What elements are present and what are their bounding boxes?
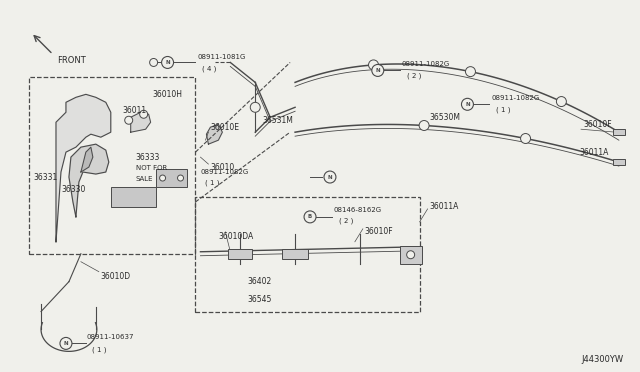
Text: N: N bbox=[376, 68, 380, 73]
Text: 08911-1081G: 08911-1081G bbox=[198, 54, 246, 61]
Bar bbox=[156, 169, 188, 187]
Circle shape bbox=[304, 211, 316, 223]
Text: 36331: 36331 bbox=[33, 173, 58, 182]
Text: B: B bbox=[308, 214, 312, 219]
Circle shape bbox=[324, 171, 336, 183]
Polygon shape bbox=[81, 147, 93, 172]
Text: 36010D: 36010D bbox=[101, 272, 131, 281]
Circle shape bbox=[369, 60, 378, 70]
Text: N: N bbox=[328, 174, 332, 180]
Text: N: N bbox=[465, 102, 470, 107]
Text: 36011: 36011 bbox=[123, 106, 147, 115]
Polygon shape bbox=[69, 144, 109, 217]
Polygon shape bbox=[207, 124, 222, 144]
Text: 36531M: 36531M bbox=[262, 116, 293, 125]
Text: 36545: 36545 bbox=[247, 295, 271, 304]
Circle shape bbox=[372, 64, 384, 76]
Text: 36333: 36333 bbox=[136, 153, 160, 161]
Text: 36011A: 36011A bbox=[429, 202, 459, 211]
Polygon shape bbox=[56, 94, 111, 242]
Bar bbox=[29, 77, 195, 254]
Bar bbox=[195, 197, 420, 311]
Circle shape bbox=[125, 116, 132, 124]
Circle shape bbox=[60, 337, 72, 349]
Text: 36011A: 36011A bbox=[579, 148, 609, 157]
Circle shape bbox=[520, 134, 531, 144]
Bar bbox=[613, 129, 625, 135]
Text: ( 1 ): ( 1 ) bbox=[205, 180, 220, 186]
Text: ( 4 ): ( 4 ) bbox=[202, 65, 217, 72]
Text: 36010E: 36010E bbox=[211, 123, 239, 132]
Polygon shape bbox=[131, 112, 150, 132]
Circle shape bbox=[140, 110, 148, 118]
Text: ( 1 ): ( 1 ) bbox=[92, 346, 106, 353]
Bar bbox=[400, 246, 422, 264]
Circle shape bbox=[177, 175, 184, 181]
Text: FRONT: FRONT bbox=[57, 57, 86, 65]
Text: 36530M: 36530M bbox=[429, 113, 461, 122]
Text: ( 1 ): ( 1 ) bbox=[497, 106, 511, 113]
Text: 36010DA: 36010DA bbox=[218, 232, 253, 241]
Text: SALE: SALE bbox=[136, 176, 153, 182]
Text: NOT FOR: NOT FOR bbox=[136, 165, 167, 171]
Circle shape bbox=[161, 57, 173, 68]
Text: 36010F: 36010F bbox=[583, 120, 612, 129]
Text: J44300YW: J44300YW bbox=[582, 355, 624, 364]
Circle shape bbox=[406, 251, 415, 259]
Circle shape bbox=[250, 102, 260, 112]
Bar bbox=[228, 249, 252, 259]
Text: 36402: 36402 bbox=[247, 277, 271, 286]
Bar bbox=[613, 159, 625, 165]
Circle shape bbox=[419, 121, 429, 131]
Text: N: N bbox=[63, 341, 68, 346]
Text: 36010F: 36010F bbox=[365, 227, 394, 236]
Text: 36010: 36010 bbox=[211, 163, 235, 171]
Bar bbox=[282, 249, 308, 259]
Text: 08911-10637: 08911-10637 bbox=[87, 334, 134, 340]
Text: 08911-1082G: 08911-1082G bbox=[492, 95, 540, 101]
Circle shape bbox=[465, 67, 476, 77]
Circle shape bbox=[556, 97, 566, 106]
Circle shape bbox=[461, 98, 474, 110]
Text: 36330: 36330 bbox=[61, 186, 85, 195]
Text: 36010H: 36010H bbox=[152, 90, 182, 99]
Text: 08911-1082G: 08911-1082G bbox=[402, 61, 450, 67]
Text: ( 2 ): ( 2 ) bbox=[406, 72, 421, 78]
Circle shape bbox=[150, 58, 157, 67]
Text: 08911-1082G: 08911-1082G bbox=[200, 169, 249, 175]
Text: 08146-8162G: 08146-8162G bbox=[334, 207, 382, 213]
Circle shape bbox=[159, 175, 166, 181]
Text: ( 2 ): ( 2 ) bbox=[339, 218, 353, 224]
Bar bbox=[111, 187, 156, 207]
Text: N: N bbox=[165, 60, 170, 65]
